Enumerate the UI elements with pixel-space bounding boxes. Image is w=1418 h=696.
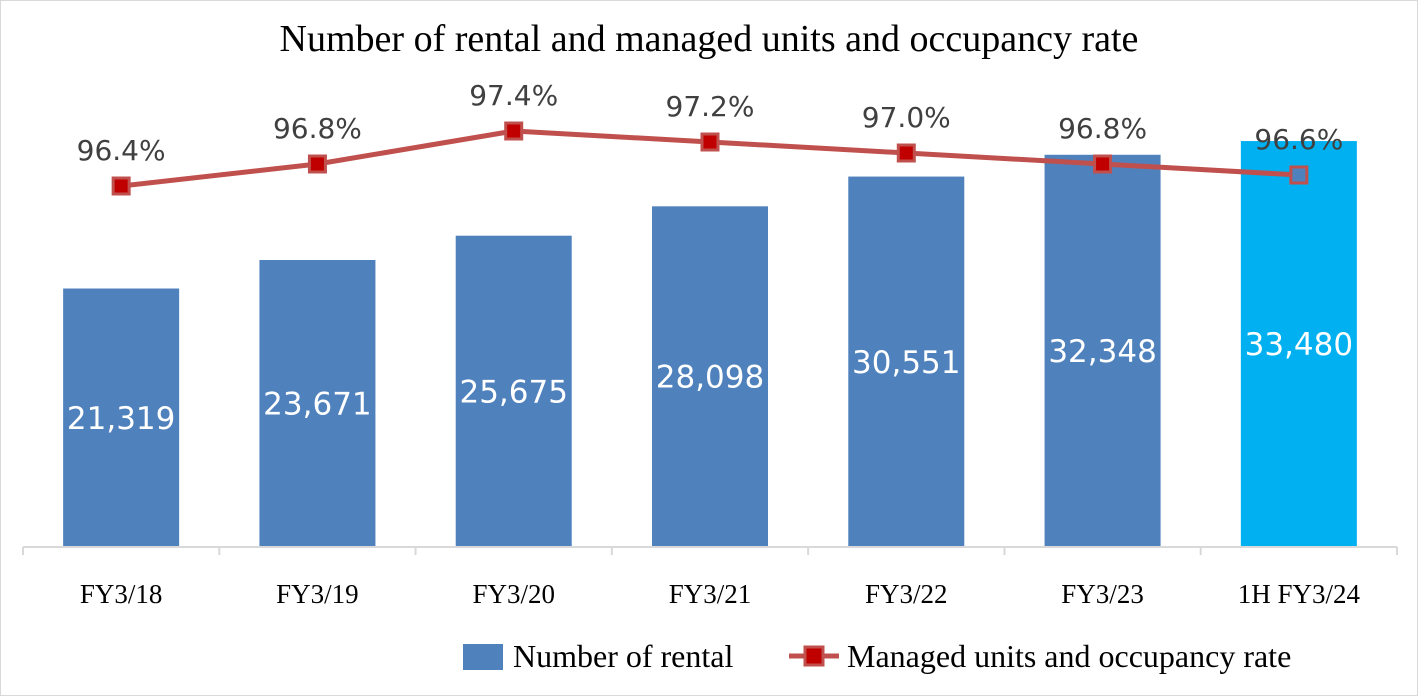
bar-FY3/23 [1044,154,1161,547]
chart-title: Number of rental and managed units and o… [280,18,1139,60]
occupancy-value-label: 97.4% [469,79,558,112]
bar-value-label: 23,671 [263,386,371,422]
ticks-layer [22,547,1398,555]
occupancy-marker [700,132,720,152]
legend-bar-swatch [463,644,503,670]
occupancy-marker [896,143,916,163]
bar-value-label: 28,098 [656,360,764,396]
bar-value-label: 33,480 [1245,327,1353,363]
occupancy-marker [504,121,524,141]
category-label: FY3/18 [80,579,163,609]
bars-layer: 21,319 23,671 25,675 28,098 30,551 32,348 33,4… [63,141,1357,548]
occupancy-marker [1289,165,1309,185]
occupancy-value-label: 97.2% [666,90,755,123]
legend-line-marker [803,645,825,667]
bar-1H FY3/24 [1240,141,1357,547]
category-label: FY3/22 [865,579,948,609]
bar-FY3/19 [259,259,376,547]
legend-line-label: Managed units and occupancy rate [847,638,1291,674]
legend-bar-label: Number of rental [513,638,733,674]
line-layer: 96.4% 96.8% 97.4% 97.2% 97.0% 96.8% 96.6% [77,79,1343,196]
occupancy-marker [307,154,327,174]
bar-value-label: 30,551 [852,345,960,381]
occupancy-value-label: 96.6% [1254,123,1343,156]
category-label: FY3/20 [472,579,555,609]
occupancy-value-label: 96.8% [273,112,362,145]
bar-FY3/22 [848,176,965,547]
bar-value-label: 25,675 [459,374,567,410]
category-label: FY3/23 [1061,579,1144,609]
occupancy-value-label: 96.4% [77,134,166,167]
bar-FY3/20 [455,235,572,548]
bar-value-label: 21,319 [67,401,175,437]
bar-FY3/21 [652,206,768,547]
legend: Number of rental Managed units and occup… [463,638,1291,674]
category-label: FY3/21 [669,579,752,609]
bar-FY3/18 [63,288,180,547]
category-labels: FY3/18 FY3/19 FY3/20 FY3/21 FY3/22 FY3/23 1H F… [80,579,1361,609]
occupancy-marker [1093,154,1113,174]
occupancy-value-label: 97.0% [862,101,951,134]
occupancy-value-label: 96.8% [1058,112,1147,145]
bar-value-label: 32,348 [1048,334,1156,370]
category-label: FY3/19 [276,579,359,609]
category-label: 1H FY3/24 [1238,579,1361,609]
occupancy-marker [111,176,131,196]
